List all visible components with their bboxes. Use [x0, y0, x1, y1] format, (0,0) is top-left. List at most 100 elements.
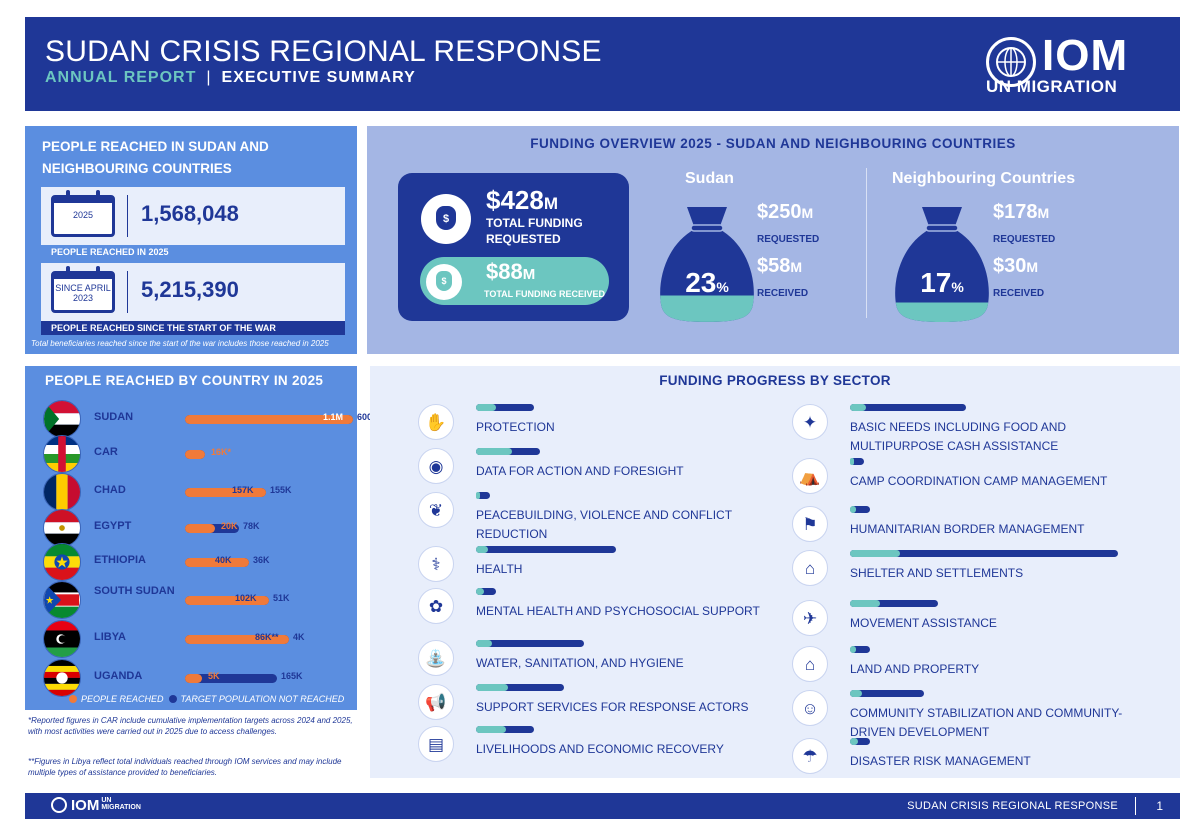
sector-row: ◉ DATA FOR ACTION AND FORESIGHT	[418, 448, 778, 488]
dollar-symbol: $	[436, 206, 456, 230]
country-flag-icon	[43, 473, 81, 511]
land-property-icon: ⌂	[792, 646, 828, 682]
funding-overview-panel: FUNDING OVERVIEW 2025 - SUDAN AND NEIGHB…	[367, 126, 1179, 354]
sudan-received-amount: $58	[757, 255, 791, 277]
sector-row: ✈ MOVEMENT ASSISTANCE	[792, 600, 1152, 640]
sector-row: ☺ COMMUNITY STABILIZATION AND COMMUNITY-D…	[792, 690, 1152, 739]
stat-card-since-war: SINCE APRIL 2023 5,215,390 PEOPLE REACHED…	[41, 263, 345, 335]
sudan-pct-number: 23	[685, 267, 717, 298]
footer-logo-un-migration: UN MIGRATION	[101, 797, 141, 811]
country-row: EGYPT 20K 78K	[43, 509, 363, 547]
sector-requested-bar	[476, 684, 564, 691]
total-received-pill: $ $88M TOTAL FUNDING RECEIVED	[420, 257, 609, 305]
sector-label: CAMP COORDINATION CAMP MANAGEMENT	[850, 474, 1108, 488]
total-funding-box: $ $428M TOTAL FUNDING REQUESTED $ $88M T…	[398, 173, 629, 321]
calendar-year: 2023	[72, 293, 94, 303]
reached-value: 1.1M	[323, 412, 344, 422]
neighbouring-funding-sack: 17%	[892, 199, 992, 324]
sector-label: LAND AND PROPERTY	[850, 662, 980, 676]
sector-row: ✦ BASIC NEEDS INCLUDING FOOD AND MULTIPUR…	[792, 404, 1152, 453]
sector-row: ⚑ HUMANITARIAN BORDER MANAGEMENT	[792, 506, 1152, 546]
sudan-received-label: RECEIVED	[757, 288, 809, 299]
sector-row: ⌂ LAND AND PROPERTY	[792, 646, 1152, 686]
sector-funded-bar	[476, 546, 488, 553]
libya-footnote: **Figures in Libya reflect total individ…	[28, 757, 342, 777]
people-reached-2025-value: 1,568,048	[141, 201, 239, 226]
people-reached-2025-label: PEOPLE REACHED IN 2025	[41, 245, 345, 259]
page-number: 1	[1156, 799, 1163, 813]
country-name: LIBYA	[94, 631, 126, 643]
footer-logo: IOM UN MIGRATION	[51, 797, 141, 814]
country-row: CAR 16K*	[43, 435, 363, 473]
money-bag-icon: $	[421, 194, 471, 244]
people-reached-since-war-value: 5,215,390	[141, 277, 239, 302]
reached-bar	[185, 674, 202, 683]
country-legend: PEOPLE REACHED TARGET POPULATION NOT REA…	[69, 694, 344, 704]
legend-target-dot	[168, 695, 177, 703]
executive-summary-label: EXECUTIVE SUMMARY	[221, 69, 416, 86]
neighbouring-requested-unit: M	[1037, 205, 1050, 221]
legend-reached-dot	[69, 695, 77, 703]
people-reached-title: PEOPLE REACHED IN SUDAN AND NEIGHBOURING…	[42, 139, 269, 176]
reached-bar	[185, 450, 205, 459]
sudan-region-title: Sudan	[685, 170, 734, 187]
shelter-icon: ⌂	[792, 550, 828, 586]
neighbouring-received-label: RECEIVED	[993, 288, 1045, 299]
target-value: 51K	[273, 593, 290, 603]
border-icon: ⚑	[792, 506, 828, 542]
mental-health-icon: ✿	[418, 588, 454, 624]
country-flag-icon	[43, 659, 81, 697]
country-row: LIBYA 86K** 4K	[43, 620, 363, 658]
sudan-requested-label: REQUESTED	[757, 234, 820, 245]
movement-icon: ✈	[792, 600, 828, 636]
sector-requested-bar	[850, 458, 864, 465]
sector-label: LIVELIHOODS AND ECONOMIC RECOVERY	[476, 742, 724, 756]
sector-row: ⛲ WATER, SANITATION, AND HYGIENE	[418, 640, 778, 680]
legend-reached-label: PEOPLE REACHED	[81, 694, 164, 704]
sector-requested-bar	[850, 738, 870, 745]
report-subtitle: ANNUAL REPORT | EXECUTIVE SUMMARY	[45, 69, 416, 87]
target-value: 155K	[270, 485, 292, 495]
country-name: CHAD	[94, 484, 126, 496]
dollar-symbol: $	[436, 271, 452, 291]
protection-icon: ✋	[418, 404, 454, 440]
reached-value: 102K	[235, 593, 257, 603]
sector-row: ☂ DISASTER RISK MANAGEMENT	[792, 738, 1152, 778]
legend-target-label: TARGET POPULATION NOT REACHED	[180, 694, 345, 704]
sector-label: HUMANITARIAN BORDER MANAGEMENT	[850, 522, 1085, 536]
footer-logo-text: IOM	[71, 797, 100, 814]
footer-logo-un: UN	[101, 797, 112, 804]
neighbouring-region-title: Neighbouring Countries	[892, 170, 1076, 187]
sector-row: ▤ LIVELIHOODS AND ECONOMIC RECOVERY	[418, 726, 778, 766]
dove-icon: ❦	[418, 492, 454, 528]
country-flag-icon	[43, 509, 81, 547]
card-divider	[127, 195, 128, 237]
sector-panel-title: FUNDING PROGRESS BY SECTOR	[659, 373, 891, 388]
country-row: UGANDA 5K 165K	[43, 659, 363, 697]
sector-requested-bar	[476, 640, 584, 647]
country-flag-icon	[43, 400, 81, 438]
sudan-funding-sack: 23%	[657, 199, 757, 324]
country-flag-icon	[43, 581, 81, 619]
country-flag-icon	[43, 543, 81, 581]
sector-funded-bar	[850, 646, 856, 653]
country-name: CAR	[94, 446, 118, 458]
total-requested-unit: M	[543, 194, 559, 213]
location-pin-icon: ◉	[418, 448, 454, 484]
reached-value: 16K*	[211, 447, 232, 457]
neighbouring-received-unit: M	[1026, 259, 1039, 275]
funding-overview-title: FUNDING OVERVIEW 2025 - SUDAN AND NEIGHB…	[530, 136, 1016, 151]
un-migration-text: UN MIGRATION	[986, 77, 1118, 96]
annual-report-label: ANNUAL REPORT	[45, 69, 197, 86]
sector-funded-bar	[850, 690, 862, 697]
sector-label: HEALTH	[476, 562, 523, 576]
target-value: 36K	[253, 555, 270, 565]
total-received-label: TOTAL FUNDING RECEIVED	[484, 289, 606, 299]
sector-label: COMMUNITY STABILIZATION AND COMMUNITY-DR…	[850, 706, 1123, 739]
sudan-funded-percent: 23%	[657, 267, 757, 299]
total-received-amount: $88	[486, 259, 523, 284]
country-name: UGANDA	[94, 670, 143, 682]
sector-label: BASIC NEEDS INCLUDING FOOD AND MULTIPURP…	[850, 420, 1067, 453]
reached-value: 157K	[232, 485, 254, 495]
